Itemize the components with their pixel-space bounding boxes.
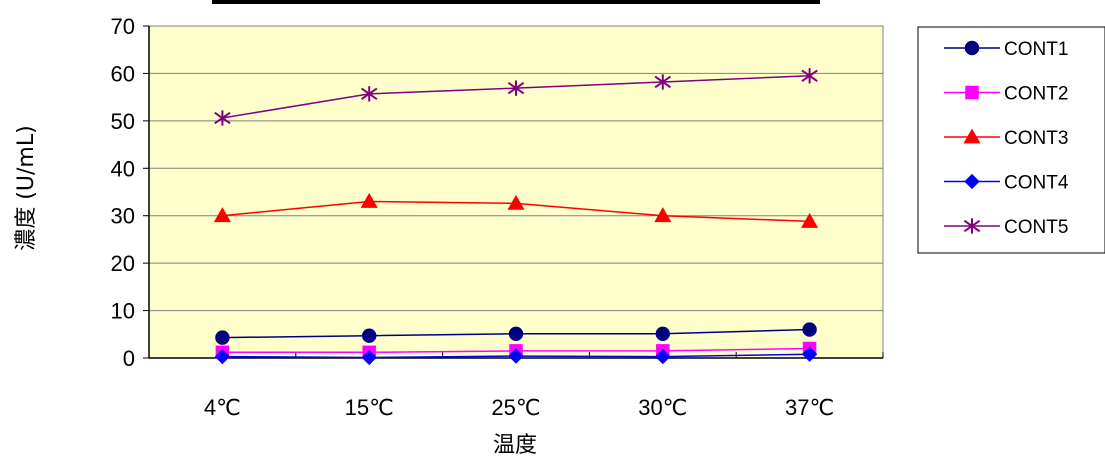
data-point xyxy=(654,207,672,223)
y-axis-ticks: 0 10 20 30 40 50 60 70 xyxy=(111,14,135,371)
data-point xyxy=(508,326,524,342)
data-point xyxy=(801,68,818,84)
legend: CONT1 CONT2 CONT3 CONT4 CONT5 xyxy=(917,26,1105,254)
series-cont4 xyxy=(214,346,818,366)
x-axis-ticks: 4℃ 15℃ 25℃ 30℃ 37℃ xyxy=(204,395,834,420)
y-tick-label: 50 xyxy=(111,109,135,134)
x-tick-label: 30℃ xyxy=(638,395,687,420)
data-point xyxy=(655,348,671,365)
legend-marker xyxy=(964,173,980,190)
y-tick-label: 20 xyxy=(111,251,135,276)
data-point xyxy=(215,330,230,345)
x-axis-title: 温度 xyxy=(493,433,537,458)
data-point xyxy=(802,322,817,337)
data-point xyxy=(655,326,670,342)
data-point xyxy=(507,80,525,96)
legend-label: CONT5 xyxy=(1004,217,1068,238)
y-tick-label: 40 xyxy=(111,156,135,181)
legend-item-cont2: CONT2 xyxy=(944,84,1068,105)
legend-item-cont5: CONT5 xyxy=(944,217,1068,238)
y-tick-label: 0 xyxy=(123,346,135,371)
x-tick-label: 37℃ xyxy=(785,395,834,420)
y-axis-title: 濃度 (U/mL) xyxy=(14,125,39,250)
series-cont3 xyxy=(213,192,819,228)
x-tick-label: 4℃ xyxy=(204,395,241,420)
y-tick-label: 30 xyxy=(111,204,135,229)
series-cont5 xyxy=(214,68,818,126)
data-point xyxy=(213,207,231,223)
x-tick-label: 15℃ xyxy=(345,395,394,420)
legend-label: CONT2 xyxy=(1004,84,1068,105)
y-tick-label: 70 xyxy=(111,14,135,39)
data-point xyxy=(801,212,819,228)
data-point xyxy=(508,348,524,364)
y-tick-label: 10 xyxy=(111,299,135,324)
legend-marker xyxy=(963,218,981,234)
legend-item-cont3: CONT3 xyxy=(944,128,1068,149)
data-point xyxy=(214,110,231,126)
plot-area xyxy=(148,25,884,359)
data-point xyxy=(801,346,818,362)
data-point xyxy=(360,192,378,208)
y-tick-label: 60 xyxy=(111,61,135,86)
series-group xyxy=(213,68,819,366)
legend-label: CONT3 xyxy=(1004,128,1068,149)
legend-marker xyxy=(964,40,980,56)
legend-item-cont4: CONT4 xyxy=(944,173,1069,194)
series-cont1 xyxy=(215,322,817,345)
data-point xyxy=(361,349,377,366)
data-point xyxy=(360,86,378,102)
data-point xyxy=(214,348,231,365)
data-point xyxy=(654,74,672,90)
data-point xyxy=(507,194,525,210)
data-point xyxy=(362,328,377,343)
legend-item-cont1: CONT1 xyxy=(944,39,1068,60)
legend-label: CONT1 xyxy=(1004,39,1068,60)
x-tick-label: 25℃ xyxy=(491,395,540,420)
top-border-bar xyxy=(212,0,820,4)
legend-box xyxy=(917,26,1105,254)
legend-marker xyxy=(965,85,979,100)
legend-marker xyxy=(963,128,981,144)
plot-area-group xyxy=(143,0,884,359)
legend-label: CONT4 xyxy=(1004,173,1069,194)
